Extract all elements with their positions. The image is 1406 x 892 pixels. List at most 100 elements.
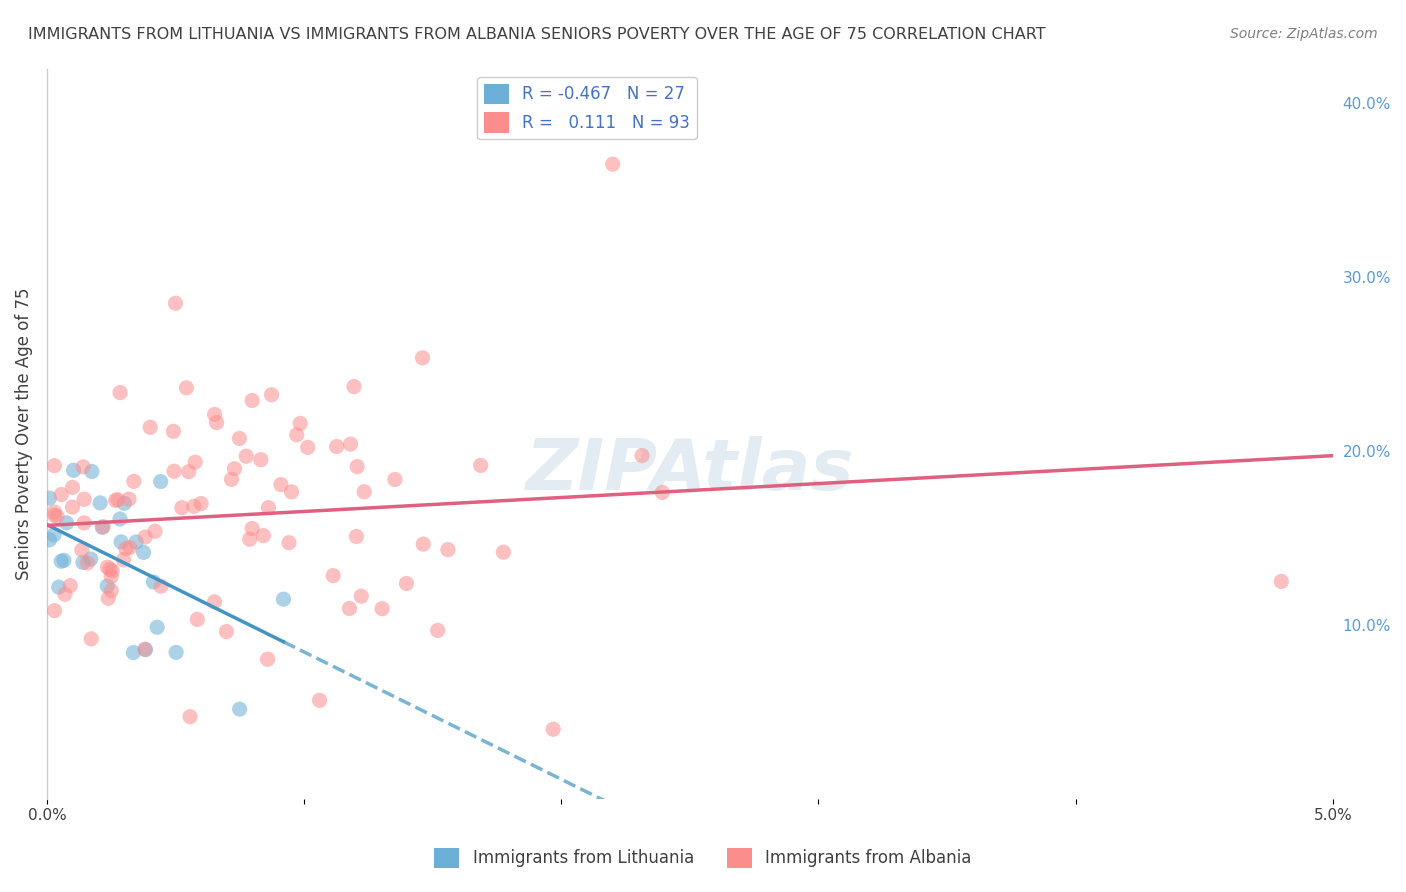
Point [44, 508, 66, 523]
Point [143, 524, 166, 539]
Point [353, 484, 375, 499]
Point [170, 500, 193, 515]
Point [252, 528, 274, 542]
Point [125, 535, 148, 549]
Point [98, 562, 121, 576]
Point [297, 441, 319, 455]
Point [177, 465, 200, 479]
Point [73, 516, 96, 530]
Point [110, 534, 132, 549]
Y-axis label: Seniors Poverty Over the Age of 75: Seniors Poverty Over the Age of 75 [15, 287, 32, 580]
Point [104, 493, 127, 508]
Point [412, 537, 434, 551]
Point [112, 496, 135, 510]
Point [204, 595, 226, 609]
Point [114, 541, 136, 556]
Point [72, 459, 94, 474]
Point [228, 432, 250, 446]
Point [42, 528, 65, 542]
Point [139, 420, 162, 434]
Point [308, 693, 330, 707]
Point [602, 157, 624, 171]
Point [215, 624, 238, 639]
Point [224, 461, 246, 475]
Point [112, 552, 135, 566]
Point [48, 580, 70, 594]
Point [142, 574, 165, 589]
Point [96, 579, 118, 593]
Point [240, 393, 263, 408]
Point [149, 579, 172, 593]
Text: IMMIGRANTS FROM LITHUANIA VS IMMIGRANTS FROM ALBANIA SENIORS POVERTY OVER THE AG: IMMIGRANTS FROM LITHUANIA VS IMMIGRANTS … [28, 27, 1046, 42]
Point [122, 475, 145, 489]
Point [100, 583, 122, 598]
Point [257, 500, 280, 515]
Point [162, 425, 184, 439]
Point [76, 556, 98, 570]
Point [134, 642, 156, 657]
Point [371, 601, 394, 615]
Point [325, 440, 347, 454]
Point [470, 458, 492, 473]
Point [44, 458, 66, 473]
Point [492, 545, 515, 559]
Legend: Immigrants from Lithuania, Immigrants from Albania: Immigrants from Lithuania, Immigrants fr… [427, 841, 979, 875]
Point [290, 417, 312, 431]
Point [183, 500, 205, 514]
Point [70, 543, 93, 558]
Point [80, 632, 103, 646]
Point [96, 560, 118, 574]
Point [46, 509, 69, 524]
Point [72, 556, 94, 570]
Point [132, 545, 155, 559]
Point [186, 612, 208, 626]
Point [273, 592, 295, 607]
Point [179, 709, 201, 723]
Text: ZIPAtlas: ZIPAtlas [526, 435, 853, 505]
Point [412, 351, 434, 365]
Point [437, 542, 460, 557]
Point [250, 452, 273, 467]
Point [541, 723, 564, 737]
Point [44, 505, 66, 519]
Point [100, 569, 122, 583]
Point [62, 500, 84, 514]
Point [235, 449, 257, 463]
Point [44, 604, 66, 618]
Point [240, 521, 263, 535]
Point [97, 591, 120, 606]
Point [221, 472, 243, 486]
Point [55, 516, 77, 530]
Point [339, 437, 361, 451]
Legend: R = -0.467   N = 27, R =   0.111   N = 93: R = -0.467 N = 27, R = 0.111 N = 93 [477, 77, 697, 139]
Point [118, 491, 141, 506]
Point [149, 475, 172, 489]
Point [339, 601, 361, 615]
Point [631, 449, 654, 463]
Point [384, 473, 406, 487]
Point [53, 587, 76, 601]
Point [38, 491, 60, 505]
Point [343, 379, 366, 393]
Point [1270, 574, 1292, 589]
Point [163, 464, 186, 478]
Point [260, 388, 283, 402]
Point [395, 576, 418, 591]
Point [165, 296, 187, 310]
Point [134, 530, 156, 544]
Point [80, 552, 103, 566]
Point [91, 520, 114, 534]
Point [51, 487, 73, 501]
Point [184, 455, 207, 469]
Point [108, 512, 131, 526]
Point [270, 477, 292, 491]
Point [62, 463, 84, 477]
Point [190, 497, 212, 511]
Point [101, 564, 124, 578]
Point [165, 645, 187, 659]
Point [118, 541, 141, 555]
Point [651, 485, 673, 500]
Point [146, 620, 169, 634]
Point [426, 624, 449, 638]
Point [73, 492, 96, 507]
